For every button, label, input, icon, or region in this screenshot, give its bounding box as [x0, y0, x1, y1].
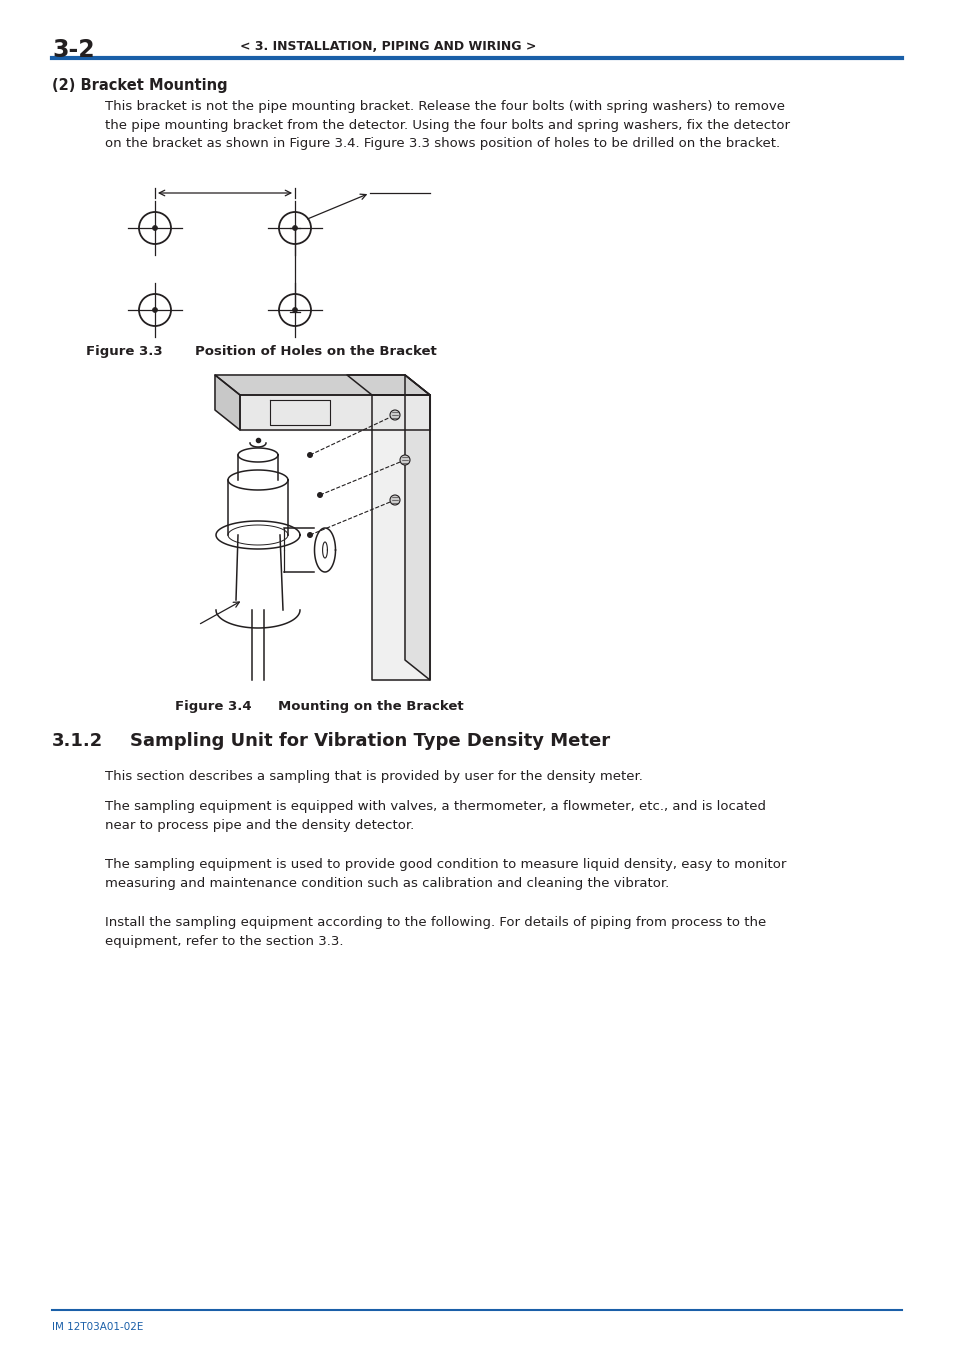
- Text: Figure 3.4: Figure 3.4: [174, 701, 252, 713]
- Polygon shape: [240, 396, 430, 431]
- Circle shape: [390, 410, 399, 420]
- Text: 3-2: 3-2: [52, 38, 94, 62]
- Text: Position of Holes on the Bracket: Position of Holes on the Bracket: [194, 346, 436, 358]
- Circle shape: [399, 455, 410, 464]
- Text: Figure 3.3: Figure 3.3: [86, 346, 162, 358]
- Text: The sampling equipment is used to provide good condition to measure liquid densi: The sampling equipment is used to provid…: [105, 859, 785, 890]
- Circle shape: [307, 532, 313, 539]
- Text: (2) Bracket Mounting: (2) Bracket Mounting: [52, 78, 228, 93]
- Polygon shape: [214, 375, 240, 431]
- Polygon shape: [214, 375, 430, 396]
- Text: 3.1.2: 3.1.2: [52, 732, 103, 751]
- Circle shape: [390, 495, 399, 505]
- Text: < 3. INSTALLATION, PIPING AND WIRING >: < 3. INSTALLATION, PIPING AND WIRING >: [240, 40, 536, 53]
- Text: IM 12T03A01-02E: IM 12T03A01-02E: [52, 1322, 143, 1332]
- Text: This bracket is not the pipe mounting bracket. Release the four bolts (with spri: This bracket is not the pipe mounting br…: [105, 100, 789, 150]
- Circle shape: [293, 308, 297, 312]
- Text: Mounting on the Bracket: Mounting on the Bracket: [277, 701, 463, 713]
- Circle shape: [152, 225, 157, 231]
- Circle shape: [293, 225, 297, 231]
- Circle shape: [152, 308, 157, 312]
- Text: Sampling Unit for Vibration Type Density Meter: Sampling Unit for Vibration Type Density…: [130, 732, 610, 751]
- Text: Install the sampling equipment according to the following. For details of piping: Install the sampling equipment according…: [105, 917, 765, 948]
- Text: This section describes a sampling that is provided by user for the density meter: This section describes a sampling that i…: [105, 769, 642, 783]
- Circle shape: [316, 491, 323, 498]
- Polygon shape: [372, 396, 430, 680]
- Polygon shape: [405, 375, 430, 680]
- Polygon shape: [347, 375, 430, 396]
- Circle shape: [307, 452, 313, 458]
- Text: The sampling equipment is equipped with valves, a thermometer, a flowmeter, etc.: The sampling equipment is equipped with …: [105, 801, 765, 832]
